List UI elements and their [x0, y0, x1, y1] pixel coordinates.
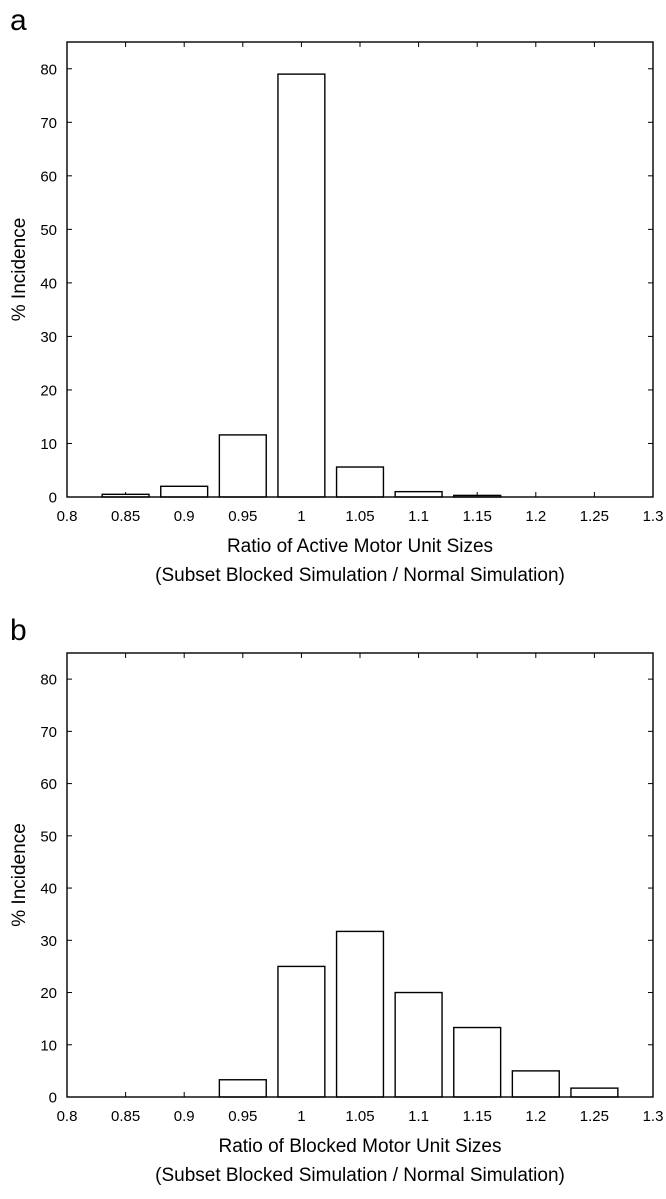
x-tick-label: 1.15	[463, 508, 492, 525]
x-axis-label: Ratio of Active Motor Unit Sizes	[227, 536, 493, 557]
y-tick-label: 30	[40, 329, 57, 346]
y-tick-label: 20	[40, 985, 57, 1002]
bar	[453, 1026, 502, 1098]
x-axis-ticks: 0.8 0.85 0.9 0.95 1 1.05 1.1 1.15 1.2 1.25 1.3	[57, 653, 664, 1125]
x-tick-label: 0.8	[57, 1108, 78, 1125]
y-tick-label: 50	[40, 828, 57, 845]
panel-label: b	[10, 614, 27, 647]
bar	[570, 1087, 619, 1098]
bar	[277, 73, 326, 498]
x-tick-label: 1.05	[345, 1108, 374, 1125]
y-tick-label: 80	[40, 61, 57, 78]
x-tick-label: 1.2	[525, 1108, 546, 1125]
y-tick-label: 0	[49, 1090, 57, 1107]
y-tick-label: 70	[40, 724, 57, 741]
y-tick-label: 60	[40, 776, 57, 793]
y-tick-label: 10	[40, 1037, 57, 1054]
y-tick-label: 10	[40, 436, 57, 453]
x-tick-label: 1.2	[525, 508, 546, 525]
x-axis-label: Ratio of Blocked Motor Unit Sizes	[218, 1136, 501, 1157]
bar	[511, 1070, 560, 1098]
bar	[160, 485, 209, 498]
y-tick-label: 30	[40, 933, 57, 950]
panel-b: b 0 10 20 30 40 50 60 70 80 0.8 0.85 0.9 0.95 1 1.05 1…	[9, 614, 663, 1186]
plot-area-frame	[66, 41, 654, 498]
x-tick-label: 1.1	[408, 508, 429, 525]
panel-a: a 0 10 20 30 40 50 60 70 80 0.8 0.85 0.9 0.95 1 1.05 1…	[9, 4, 663, 586]
y-axis-ticks: 0 10 20 30 40 50 60 70 80	[40, 672, 653, 1107]
bar	[218, 434, 267, 498]
y-tick-label: 80	[40, 672, 57, 689]
y-tick-label: 20	[40, 382, 57, 399]
panel-label: a	[10, 4, 27, 37]
x-tick-label: 1.15	[463, 1108, 492, 1125]
x-axis-ticks: 0.8 0.85 0.9 0.95 1 1.05 1.1 1.15 1.2 1.25 1.3	[57, 42, 664, 525]
x-tick-label: 1.25	[580, 1108, 609, 1125]
x-tick-label: 1	[297, 508, 305, 525]
bar	[394, 490, 443, 498]
plot-area-frame	[66, 652, 654, 1098]
x-tick-label: 0.85	[111, 508, 140, 525]
y-axis-label: % Incidence	[9, 218, 30, 322]
x-tick-label: 0.95	[228, 508, 257, 525]
bars	[101, 73, 502, 498]
bar	[394, 991, 443, 1098]
x-tick-label: 1.25	[580, 508, 609, 525]
bar	[335, 466, 385, 498]
x-tick-label: 1.1	[408, 1108, 429, 1125]
x-axis-label-line2: (Subset Blocked Simulation / Normal Simu…	[155, 565, 565, 586]
y-tick-label: 40	[40, 275, 57, 292]
y-axis-ticks: 0 10 20 30 40 50 60 70 80	[40, 61, 653, 507]
x-tick-label: 0.95	[228, 1108, 257, 1125]
bar	[218, 1079, 267, 1098]
bar	[277, 965, 326, 1098]
y-tick-label: 40	[40, 881, 57, 898]
bars	[218, 930, 619, 1098]
y-axis-label: % Incidence	[9, 823, 30, 927]
x-tick-label: 0.9	[174, 508, 195, 525]
y-tick-label: 50	[40, 222, 57, 239]
bar	[335, 930, 385, 1098]
x-tick-label: 0.85	[111, 1108, 140, 1125]
x-axis-label-line2: (Subset Blocked Simulation / Normal Simu…	[155, 1165, 565, 1186]
y-tick-label: 60	[40, 168, 57, 185]
x-tick-label: 1	[297, 1108, 305, 1125]
x-tick-label: 0.8	[57, 508, 78, 525]
x-tick-label: 1.3	[643, 1108, 664, 1125]
x-tick-label: 1.3	[643, 508, 664, 525]
x-tick-label: 0.9	[174, 1108, 195, 1125]
y-tick-label: 70	[40, 115, 57, 132]
x-tick-label: 1.05	[345, 508, 374, 525]
y-tick-label: 0	[49, 490, 57, 507]
